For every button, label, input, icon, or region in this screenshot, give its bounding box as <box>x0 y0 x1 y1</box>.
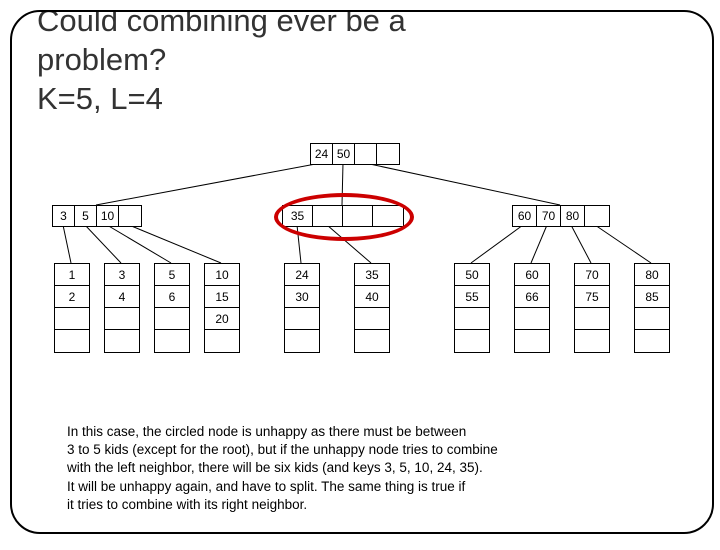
node-cell: 60 <box>513 206 537 226</box>
node-cell <box>155 308 189 330</box>
leaf-node: 34 <box>104 263 140 353</box>
internal-node: 35 <box>282 205 404 227</box>
leaf-node: 6066 <box>514 263 550 353</box>
node-cell <box>515 308 549 330</box>
node-cell <box>55 308 89 330</box>
leaf-node: 7075 <box>574 263 610 353</box>
leaf-node: 8085 <box>634 263 670 353</box>
leaf-node: 12 <box>54 263 90 353</box>
node-cell: 50 <box>333 144 355 164</box>
node-cell: 10 <box>205 264 239 286</box>
tree-edge <box>297 225 301 263</box>
caption-l5: it tries to combine with its right neigh… <box>67 497 307 512</box>
node-cell <box>585 206 609 226</box>
node-cell <box>355 330 389 352</box>
node-cell <box>205 330 239 352</box>
node-cell <box>575 308 609 330</box>
node-cell <box>343 206 373 226</box>
node-cell <box>575 330 609 352</box>
node-cell: 5 <box>75 206 97 226</box>
leaf-node: 101520 <box>204 263 240 353</box>
node-cell <box>105 308 139 330</box>
node-cell <box>355 144 377 164</box>
node-cell <box>119 206 141 226</box>
tree-edge <box>471 225 523 263</box>
internal-node: 3510 <box>52 205 142 227</box>
btree-diagram: 2450351035607080123456101520243035405055… <box>42 143 682 413</box>
caption-text: In this case, the circled node is unhapp… <box>67 423 667 514</box>
node-cell <box>155 330 189 352</box>
caption-l1: In this case, the circled node is unhapp… <box>67 424 466 439</box>
node-cell: 30 <box>285 286 319 308</box>
node-cell <box>285 330 319 352</box>
slide-frame: Could combining ever be a problem? K=5, … <box>10 10 714 534</box>
node-cell: 50 <box>455 264 489 286</box>
node-cell: 3 <box>53 206 75 226</box>
tree-edge <box>85 225 121 263</box>
tree-edge <box>327 225 371 263</box>
title-line-2: problem? <box>37 42 166 77</box>
node-cell: 70 <box>537 206 561 226</box>
node-cell <box>55 330 89 352</box>
tree-edge <box>96 163 321 205</box>
slide-title: Could combining ever be a problem? K=5, … <box>12 10 712 118</box>
tree-edge <box>595 225 651 263</box>
title-line-3: K=5, L=4 <box>37 81 163 116</box>
node-cell: 35 <box>355 264 389 286</box>
leaf-node: 5055 <box>454 263 490 353</box>
node-cell: 1 <box>55 264 89 286</box>
node-cell: 35 <box>283 206 313 226</box>
node-cell: 80 <box>635 264 669 286</box>
node-cell: 40 <box>355 286 389 308</box>
node-cell: 24 <box>311 144 333 164</box>
node-cell: 66 <box>515 286 549 308</box>
node-cell: 85 <box>635 286 669 308</box>
title-line-1: Could combining ever be a <box>37 10 406 38</box>
node-cell <box>285 308 319 330</box>
node-cell <box>105 330 139 352</box>
node-cell: 55 <box>455 286 489 308</box>
internal-node: 607080 <box>512 205 610 227</box>
node-cell <box>455 308 489 330</box>
tree-edge <box>571 225 591 263</box>
node-cell <box>635 330 669 352</box>
node-cell: 80 <box>561 206 585 226</box>
tree-edge <box>63 225 71 263</box>
leaf-node: 56 <box>154 263 190 353</box>
node-cell: 70 <box>575 264 609 286</box>
caption-l4: It will be unhappy again, and have to sp… <box>67 479 465 494</box>
node-cell: 24 <box>285 264 319 286</box>
tree-edge <box>342 163 343 205</box>
caption-l2: 3 to 5 kids (except for the root), but i… <box>67 442 498 457</box>
node-cell <box>377 144 399 164</box>
node-cell <box>373 206 403 226</box>
node-cell <box>515 330 549 352</box>
node-cell: 15 <box>205 286 239 308</box>
internal-node: 2450 <box>310 143 400 165</box>
node-cell: 75 <box>575 286 609 308</box>
caption-l3: with the left neighbor, there will be si… <box>67 460 483 475</box>
node-cell: 2 <box>55 286 89 308</box>
node-cell: 20 <box>205 308 239 330</box>
tree-edge <box>365 163 560 205</box>
node-cell <box>313 206 343 226</box>
leaf-node: 2430 <box>284 263 320 353</box>
node-cell: 3 <box>105 264 139 286</box>
tree-edge <box>129 225 221 263</box>
node-cell <box>455 330 489 352</box>
node-cell <box>635 308 669 330</box>
node-cell: 5 <box>155 264 189 286</box>
node-cell: 4 <box>105 286 139 308</box>
tree-edge <box>107 225 171 263</box>
node-cell: 60 <box>515 264 549 286</box>
node-cell: 10 <box>97 206 119 226</box>
leaf-node: 3540 <box>354 263 390 353</box>
node-cell: 6 <box>155 286 189 308</box>
tree-edge <box>531 225 547 263</box>
node-cell <box>355 308 389 330</box>
